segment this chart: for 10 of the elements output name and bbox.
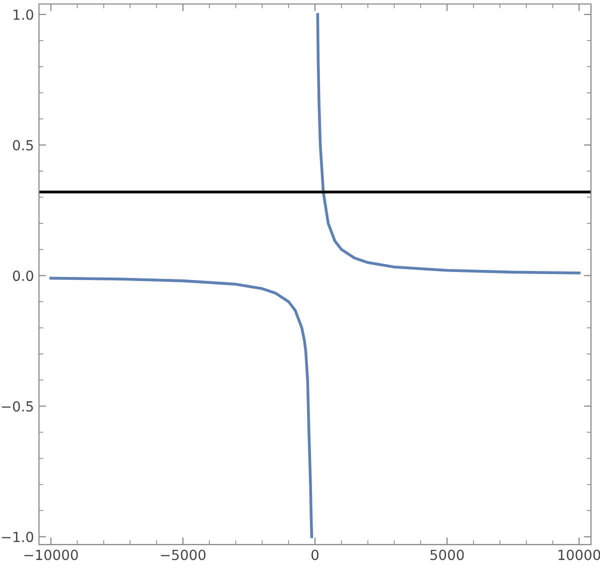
- y-tick-label: −1.0: [2, 532, 34, 542]
- x-tick-label: 0: [311, 550, 318, 560]
- y-tick-label: −0.5: [2, 401, 33, 412]
- x-tick-label: 5000: [430, 550, 464, 560]
- x-tick-label: 10000: [558, 550, 600, 560]
- y-tick-label: 1.0: [14, 9, 34, 20]
- y-tick-label: 0.5: [12, 140, 33, 150]
- x-tick-label: −10000: [24, 550, 78, 560]
- x-tick-label: −5000: [160, 550, 206, 560]
- y-tick-label: 0.0: [12, 270, 34, 282]
